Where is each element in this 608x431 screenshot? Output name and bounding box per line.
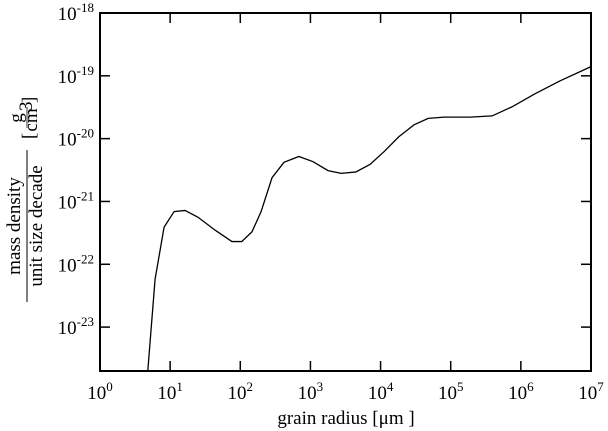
tick-base: 10 [368, 383, 387, 404]
tick-base: 10 [578, 383, 597, 404]
tick-base: 10 [58, 130, 77, 151]
tick-exponent: 1 [176, 379, 183, 394]
tick-label: 104 [368, 379, 394, 404]
tick-label: 106 [508, 379, 534, 404]
tick-label: 103 [298, 379, 324, 404]
tick-label: 10-19 [58, 63, 94, 88]
y-label-numerator: mass density [4, 177, 25, 275]
tick-base: 10 [58, 67, 77, 88]
tick-base: 10 [58, 4, 77, 25]
unit-exponent: 3 [16, 102, 37, 112]
tick-label: 102 [228, 379, 253, 404]
tick-label: 10-21 [58, 188, 94, 213]
tick-exponent: -21 [77, 188, 94, 203]
tick-exponent: 5 [457, 379, 464, 394]
tick-exponent: 3 [317, 379, 324, 394]
bracket: [ [19, 133, 40, 139]
tick-label: 105 [438, 379, 464, 404]
y-axis-label: mass density unit size decade [ g cm 3 ] [4, 97, 47, 302]
x-axis-label: grain radius [μm ] [277, 408, 414, 429]
tick-label: 10-18 [58, 0, 94, 25]
tick-exponent: -23 [77, 314, 94, 329]
tick-label: 10-22 [58, 251, 94, 276]
tick-exponent: 0 [106, 379, 113, 394]
tick-base: 10 [87, 383, 106, 404]
tick-exponent: 6 [527, 379, 534, 394]
unit-denominator: cm [21, 108, 42, 131]
tick-label: 100 [87, 379, 113, 404]
tick-exponent: -22 [77, 251, 94, 266]
tick-exponent: 2 [247, 379, 254, 394]
tick-label: 107 [578, 379, 604, 404]
tick-exponent: -20 [77, 126, 94, 141]
tick-base: 10 [58, 318, 77, 339]
tick-base: 10 [157, 383, 176, 404]
tick-base: 10 [298, 383, 317, 404]
unit-numerator: g [6, 113, 27, 123]
tick-exponent: -19 [77, 63, 94, 78]
tick-label: 101 [157, 379, 183, 404]
tick-exponent: -18 [77, 0, 94, 15]
tick-exponent: 4 [387, 379, 394, 394]
tick-base: 10 [438, 383, 457, 404]
tick-base: 10 [508, 383, 527, 404]
data-line [147, 66, 591, 371]
y-label-denominator: unit size decade [26, 165, 47, 286]
plot-frame [99, 12, 592, 372]
tick-exponent: 7 [597, 379, 604, 394]
tick-label: 10-20 [58, 126, 94, 151]
tick-base: 10 [58, 192, 77, 213]
tick-label: 10-23 [58, 314, 94, 339]
bracket: ] [19, 97, 40, 103]
tick-base: 10 [228, 383, 247, 404]
tick-base: 10 [58, 255, 77, 276]
